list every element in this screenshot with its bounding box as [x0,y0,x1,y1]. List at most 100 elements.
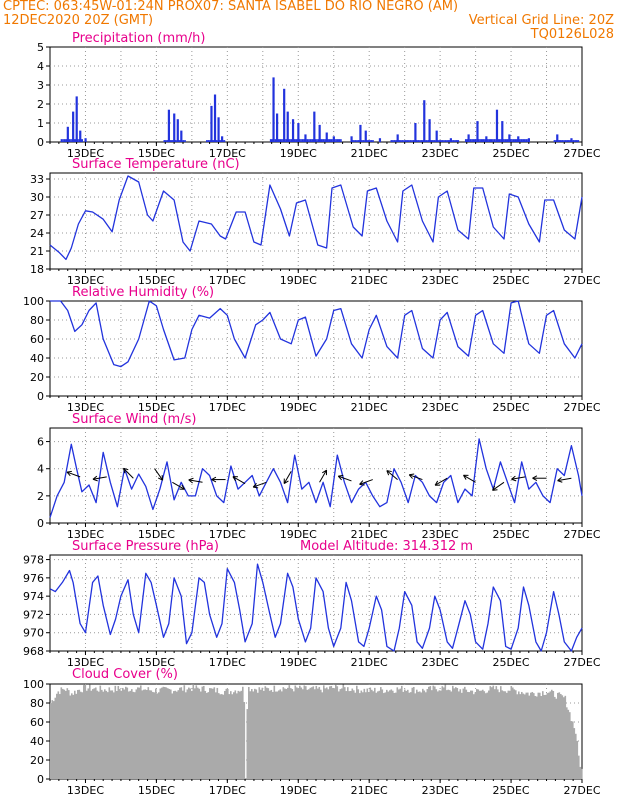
cloud-bar [462,688,465,779]
cloud-bar [174,690,177,779]
precip-bar [362,140,365,142]
precip-bar [412,140,415,142]
x-tick-label: 21DEC [351,274,388,287]
precip-bar [209,140,211,142]
x-tick-label: 23DEC [422,274,459,287]
cloud-bar [150,690,153,779]
cloud-bar [378,690,381,779]
x-tick-label: 23DEC [422,401,459,414]
cloud-bar [446,690,448,779]
cloud-bar [324,688,327,779]
y-tick-label: 33 [30,173,44,186]
precip-bar [574,140,576,142]
cloud-bar [507,690,510,779]
cloud-bar [420,692,423,779]
precip-bar [474,139,477,142]
cloud-bar [240,690,243,779]
cloud-bar [251,689,253,779]
cloud-bar [554,696,556,779]
precip-bar [431,140,434,142]
wind-arrow-head [123,467,129,471]
cloud-bar [83,685,85,779]
wind-arrow-shaft [492,481,505,491]
precip-bar [488,139,491,142]
cloud-bar [260,689,262,779]
precip-bar [444,140,447,142]
x-tick-label: 19DEC [280,528,317,541]
precip-bar [300,139,302,142]
x-tick-label: 27DEC [563,656,600,669]
cloud-bar [437,691,439,779]
wind-arrow-shaft [188,479,203,483]
wind-arrow-head [557,480,563,483]
cloud-bar [138,687,141,779]
cloud-bar [54,697,57,779]
cloud-bar [347,687,349,779]
cloud-bar [147,687,150,779]
cloud-bar [81,692,84,779]
cloud-bar [107,692,109,779]
cloud-bar [117,686,120,779]
y-tick-label: 2 [37,490,44,503]
wind-arrow-head [157,477,163,481]
y-tick-label: 60 [30,333,44,346]
precip-bar [525,139,528,142]
precip-bar [484,139,486,142]
precip-bar [318,124,321,142]
precip-bar [464,139,467,142]
cloud-bar [518,691,520,779]
precip-bar [274,139,277,142]
y-tick-label: 24 [30,227,44,240]
precip-bar [328,139,331,142]
cloud-bar [146,690,148,779]
precip-bar [414,123,417,142]
cloud-bar [234,690,237,779]
precip-bar [527,138,530,142]
wind-arrow-head [408,474,413,479]
precip-bar [447,140,450,142]
cloud-bar [180,687,183,779]
cloud-bar [182,690,184,779]
cloud-bar [305,686,307,779]
wind-arrow-head [511,478,517,482]
cloud-bar [200,691,202,779]
cloud-bar [170,689,172,779]
precip-bar [393,140,396,142]
cloud-bar [362,692,364,779]
wind-arrow-shaft [66,471,81,478]
cloud-bar [495,686,498,779]
cloud-bar [377,691,379,779]
cloud-bar [389,690,391,779]
cloud-bar [321,692,324,779]
cloud-bar [393,692,396,779]
cloud-bar [84,684,87,779]
x-tick-label: 27DEC [563,147,600,160]
cloud-bar [368,692,370,779]
wind-arrow-head [557,477,562,482]
panel-3-series-line [50,300,583,368]
precip-bar [466,139,469,142]
cloud-bar [212,688,214,779]
cloud-bar [215,692,217,779]
wind-arrow-head [188,477,194,481]
cloud-bar [252,691,255,779]
precip-bar [495,109,499,142]
precip-bar [516,139,518,142]
precip-bar [370,140,373,142]
precip-bar [75,96,78,142]
cloud-bar [218,693,220,779]
precip-bar [469,139,472,142]
cloud-bar [108,687,111,779]
x-tick-label: 21DEC [351,401,388,414]
precip-bar [378,138,382,142]
cloud-bar [254,688,256,779]
wind-arrow-head [66,470,73,473]
precip-bar [572,140,575,142]
precip-bar [206,140,208,142]
precip-bar [281,139,283,142]
cloud-bar [98,691,100,779]
precip-bar [357,140,360,142]
cloud-bar [342,684,345,779]
y-tick-label: 60 [30,716,44,729]
y-tick-label: 30 [30,191,44,204]
